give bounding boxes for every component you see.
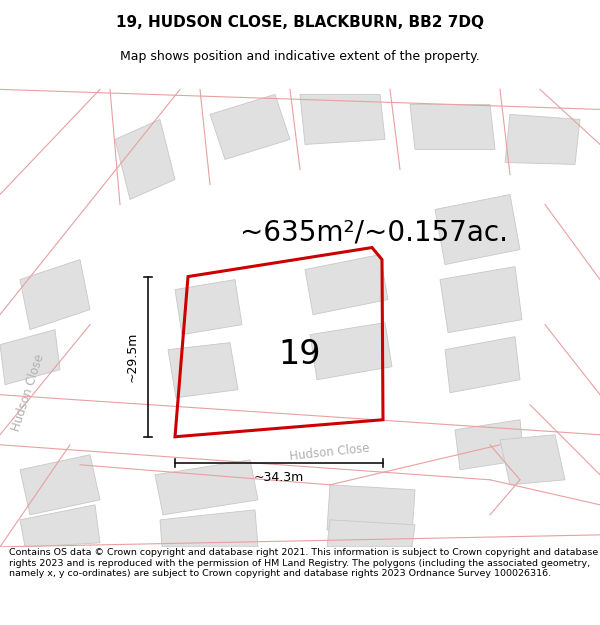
Text: Hudson Close: Hudson Close [10,352,47,433]
Polygon shape [20,455,100,515]
Polygon shape [155,460,258,515]
Polygon shape [20,259,90,329]
Polygon shape [500,435,565,485]
Polygon shape [20,505,100,547]
Polygon shape [435,194,520,264]
Text: 19: 19 [279,338,321,371]
Polygon shape [175,279,242,334]
Polygon shape [310,322,392,380]
Text: ~29.5m: ~29.5m [125,331,139,382]
Text: Hudson Close: Hudson Close [289,442,371,464]
Polygon shape [445,337,520,392]
Polygon shape [115,119,175,199]
Polygon shape [305,254,388,314]
Polygon shape [327,485,415,535]
Polygon shape [455,420,524,470]
Polygon shape [505,114,580,164]
Polygon shape [327,520,415,547]
Polygon shape [410,104,495,149]
Polygon shape [210,94,290,159]
Polygon shape [0,329,60,385]
Polygon shape [440,267,522,332]
Text: Map shows position and indicative extent of the property.: Map shows position and indicative extent… [120,50,480,62]
Text: ~34.3m: ~34.3m [254,471,304,484]
Text: 19, HUDSON CLOSE, BLACKBURN, BB2 7DQ: 19, HUDSON CLOSE, BLACKBURN, BB2 7DQ [116,15,484,30]
Polygon shape [168,342,238,398]
Text: ~635m²/~0.157ac.: ~635m²/~0.157ac. [240,219,508,246]
Polygon shape [160,510,258,547]
Polygon shape [300,94,385,144]
Text: Contains OS data © Crown copyright and database right 2021. This information is : Contains OS data © Crown copyright and d… [9,549,598,578]
